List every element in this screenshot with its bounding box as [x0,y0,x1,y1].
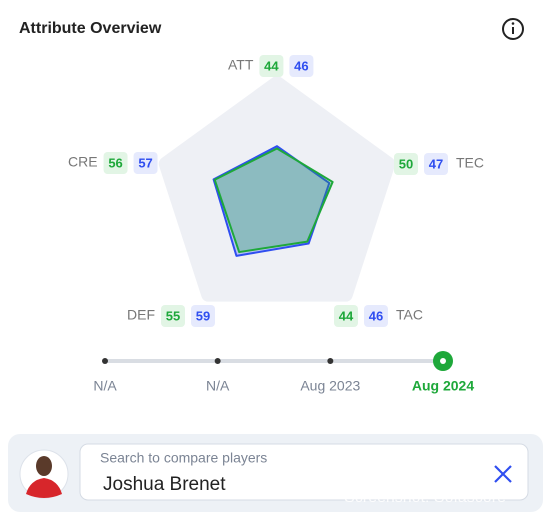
avatar-head [36,456,52,476]
radar-background [158,76,396,302]
value-label: 44 [339,308,354,323]
axis-label: ATT [228,57,254,73]
avatar-shirt [26,478,62,498]
axis-label: TEC [456,155,484,171]
timeline-dot [102,358,108,364]
value-label: 47 [429,156,443,171]
value-label: 44 [264,58,279,73]
info-icon-dot [511,22,515,25]
value-label: 55 [166,308,180,323]
timeline-label: N/A [93,378,117,394]
value-badge [103,152,128,174]
value-badge [424,153,448,175]
axis-label: TAC [396,307,423,323]
value-badge [394,153,418,175]
timeline-dot [214,358,221,364]
value-badge [289,55,314,77]
value-label: 57 [138,155,152,170]
timeline-label: N/A [206,378,230,394]
value-badge [161,305,185,327]
timeline-label: Aug 2024 [412,378,474,394]
value-badge [191,305,215,327]
search-box[interactable] [79,443,529,501]
clear-icon [494,465,512,483]
info-button[interactable] [502,18,524,40]
watermark: Screenshot: Sofascore [344,489,506,506]
value-label: 46 [294,58,308,73]
value-badge [133,152,158,174]
radar-chart: ATT 44 46 50 47 TEC 44 46 TAC DEF 55 59 CRE 56 57 [68,55,484,327]
value-label: 46 [369,308,383,323]
search-placeholder: Search to compare players [100,450,267,466]
selected-player: Joshua Brenet [103,474,226,495]
axis-label: CRE [68,154,98,170]
value-badge [364,305,388,327]
radar-area [212,145,331,257]
value-label: 50 [399,156,413,171]
timeline-dot [327,358,334,364]
value-label: 59 [196,308,210,323]
info-icon [502,18,524,40]
timeline-label: Aug 2023 [300,378,360,394]
value-badge [259,55,284,77]
axis-label: DEF [127,307,155,323]
timeline: N/A N/A Aug 2023 Aug 2024 [93,351,474,394]
clear-button[interactable] [494,465,512,483]
player-avatar [19,449,69,499]
value-label: 56 [108,155,122,170]
timeline-handle-dot [440,358,446,364]
title: Attribute Overview [19,20,162,37]
value-badge [334,305,358,327]
radar-area [213,147,334,254]
